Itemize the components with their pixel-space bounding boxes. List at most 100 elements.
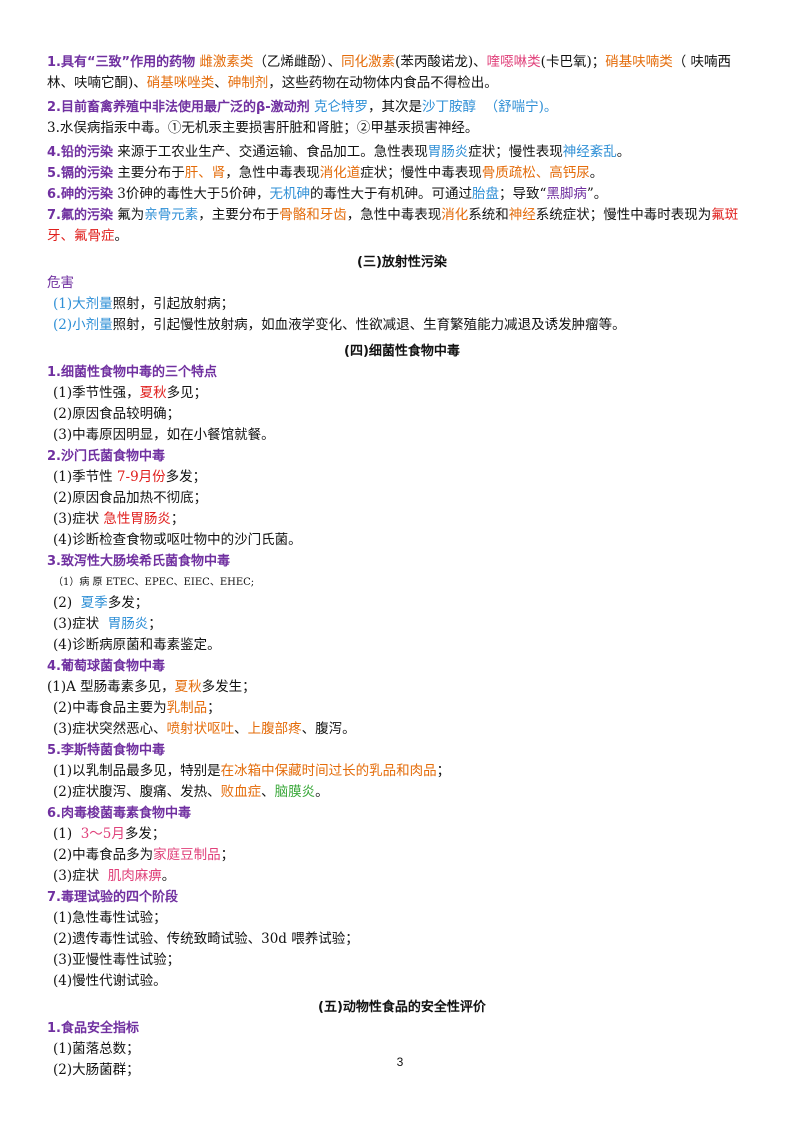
text: 照射，引起放射病； [112, 296, 235, 312]
highlight-term: 硝基呋喃类 [605, 54, 673, 70]
text: (1)A 型肠毒素多见， [47, 679, 175, 695]
highlight-term: 亲骨元素 [144, 207, 199, 223]
list-item: （1）病 原 ETEC、EPEC、EIEC、EHEC; [53, 577, 255, 588]
list-item: (2) 夏季多发； [47, 593, 757, 614]
subheading: 7.毒理试验的四个阶段 [47, 890, 178, 905]
list-item: (2)症状腹泻、腹痛、发热、败血症、脑膜炎。 [47, 782, 757, 803]
text: 。 [616, 144, 631, 160]
subheading: 6.肉毒梭菌毒素食物中毒 [47, 806, 191, 821]
list-item: (1)A 型肠毒素多见，夏秋多发生； [47, 677, 757, 698]
subheading: 2.沙门氏菌食物中毒 [47, 449, 165, 464]
text: ”。 [586, 186, 608, 202]
list-item: (2)小剂量照射，引起慢性放射病，如血液学变化、性欲减退、生育繁殖能力减退及诱发… [47, 315, 757, 336]
para-arsenic: 6.砷的污染 3价砷的毒性大于5价砷，无机砷的毒性大于有机砷。可通过胎盘；导致“… [47, 184, 757, 205]
list-item: (1) 3～5月多发； [47, 824, 757, 845]
list-item: (3)症状 胃肠炎； [47, 614, 757, 635]
document-page: 1.具有“三致”作用的药物 雌激素类（乙烯雌酚）、同化激素(苯丙酸诺龙)、喹噁啉… [47, 52, 757, 1081]
text: 的毒性大于有机砷。可通过 [309, 186, 472, 202]
list-item: (3)中毒原因明显，如在小餐馆就餐。 [53, 427, 275, 443]
text: 主要分布于 [117, 165, 185, 181]
highlight-term: 克仑特罗 [313, 99, 368, 115]
list-item: (3)症状 急性胃肠炎； [47, 509, 757, 530]
text: 3价砷的毒性大于5价砷， [117, 186, 270, 202]
list-item: (4)慢性代谢试验。 [53, 973, 167, 989]
para-fluorine: 7.氟的污染 氟为亲骨元素，主要分布于骨骼和牙齿，急性中毒表现消化系统和神经系统… [47, 205, 757, 247]
highlight-term: 上腹部疼 [247, 721, 302, 737]
highlight-term: 消化 [441, 207, 469, 223]
text: ； [207, 700, 221, 716]
highlight-term: 骨骼和牙齿 [279, 207, 347, 223]
text: ，主要分布于 [198, 207, 280, 223]
list-item: (1)季节性强，夏秋多见； [47, 383, 757, 404]
highlight-term: 胎盘 [471, 186, 499, 202]
highlight-term: 脑膜炎 [274, 784, 316, 800]
highlight-term: (1)大剂量 [53, 296, 113, 312]
list-item: (3)症状 肌肉麻痹。 [47, 866, 757, 887]
para-label: 1.具有“三致”作用的药物 [47, 55, 196, 70]
highlight-term: 硝基咪唑类 [146, 75, 215, 91]
text: 系统和 [468, 207, 509, 223]
list-item: (1)季节性 7-9月份多发； [47, 467, 757, 488]
section-title-radiation: (三)放射性污染 [357, 255, 447, 270]
highlight-term: 肌肉麻痹 [107, 868, 162, 884]
list-item: (2)原因食品较明确； [53, 406, 181, 422]
text: (卡巴氧)； [540, 54, 606, 70]
highlight-term: 氟斑牙、氟骨症 [47, 207, 739, 244]
section-title-safety-eval: (五)动物性食品的安全性评价 [318, 1000, 486, 1015]
page-number: 3 [396, 1055, 404, 1069]
text: (3)症状 [53, 511, 100, 527]
text: ，急性中毒表现 [346, 207, 442, 223]
highlight-term: (2)小剂量 [53, 317, 113, 333]
text: （乙烯雌酚）、 [253, 54, 342, 70]
subheading: 5.李斯特菌食物中毒 [47, 743, 165, 758]
text: (3)症状 [53, 868, 100, 884]
text: （ 呋喃西林、呋喃它酮)、 [47, 54, 732, 91]
text: (3)症状 [53, 616, 100, 632]
highlight-term: 家庭豆制品 [153, 847, 221, 863]
text: (1)季节性 [53, 469, 113, 485]
highlight-term: 骨质疏松、高钙尿 [481, 165, 590, 181]
text: 多发； [107, 595, 149, 611]
highlight-term: 沙丁胺醇 [421, 99, 476, 115]
text: ； [170, 511, 185, 527]
highlight-term: 喷射状呕吐 [166, 721, 235, 737]
para-label: 5.镉的污染 [47, 166, 113, 181]
text: (2)症状腹泻、腹痛、发热、 [53, 784, 221, 800]
subheading: 3.致泻性大肠埃希氏菌食物中毒 [47, 554, 230, 569]
para-label: 7.氟的污染 [47, 208, 113, 223]
section-title-bacterial: (四)细菌性食物中毒 [344, 344, 460, 359]
highlight-term: 砷制剂 [227, 75, 269, 91]
list-item: (2)遗传毒性试验、传统致畸试验、30d 喂养试验； [53, 931, 359, 947]
subheading: 4.葡萄球菌食物中毒 [47, 659, 165, 674]
para-three-effects-drugs: 1.具有“三致”作用的药物 雌激素类（乙烯雌酚）、同化激素(苯丙酸诺龙)、喹噁啉… [47, 52, 757, 94]
text: 氟为 [117, 207, 145, 223]
highlight-term: 无机砷 [269, 186, 310, 202]
text: (苯丙酸诺龙)、 [395, 54, 487, 70]
highlight-term: 7-9月份 [116, 469, 166, 485]
highlight-term: 神经紊乱 [562, 144, 617, 160]
text: 。 [114, 228, 129, 244]
highlight-term: 肝、肾 [184, 165, 226, 181]
text: 多发生； [201, 679, 256, 695]
text: ； [436, 763, 451, 779]
list-item: (2)中毒食品主要为乳制品； [47, 698, 757, 719]
text: 、 [261, 784, 275, 800]
text: 照射，引起慢性放射病，如血液学变化、性欲减退、生育繁殖能力减退及诱发肿瘤等。 [112, 317, 626, 333]
highlight-term: 胃肠炎 [107, 616, 149, 632]
list-item: (3)症状突然恶心、喷射状呕吐、上腹部疼、腹泻。 [47, 719, 757, 740]
text: 多发； [165, 469, 207, 485]
list-item: (2)中毒食品多为家庭豆制品； [47, 845, 757, 866]
text: 多发； [124, 826, 166, 842]
text: (2)中毒食品主要为 [53, 700, 167, 716]
text: (1) [53, 826, 73, 842]
para-label: 6.砷的污染 [47, 187, 113, 202]
text: (3)症状突然恶心、 [53, 721, 167, 737]
text: 症状；慢性中毒表现 [360, 165, 482, 181]
text: ； [220, 847, 235, 863]
para-label: 4.铅的污染 [47, 145, 113, 160]
list-item: (4)诊断检查食物或呕吐物中的沙门氏菌。 [53, 532, 302, 548]
highlight-term: 胃肠炎 [427, 144, 469, 160]
text: ；导致“ [498, 186, 547, 202]
highlight-term: （舒喘宁)。 [484, 99, 558, 115]
highlight-term: 乳制品 [166, 700, 208, 716]
